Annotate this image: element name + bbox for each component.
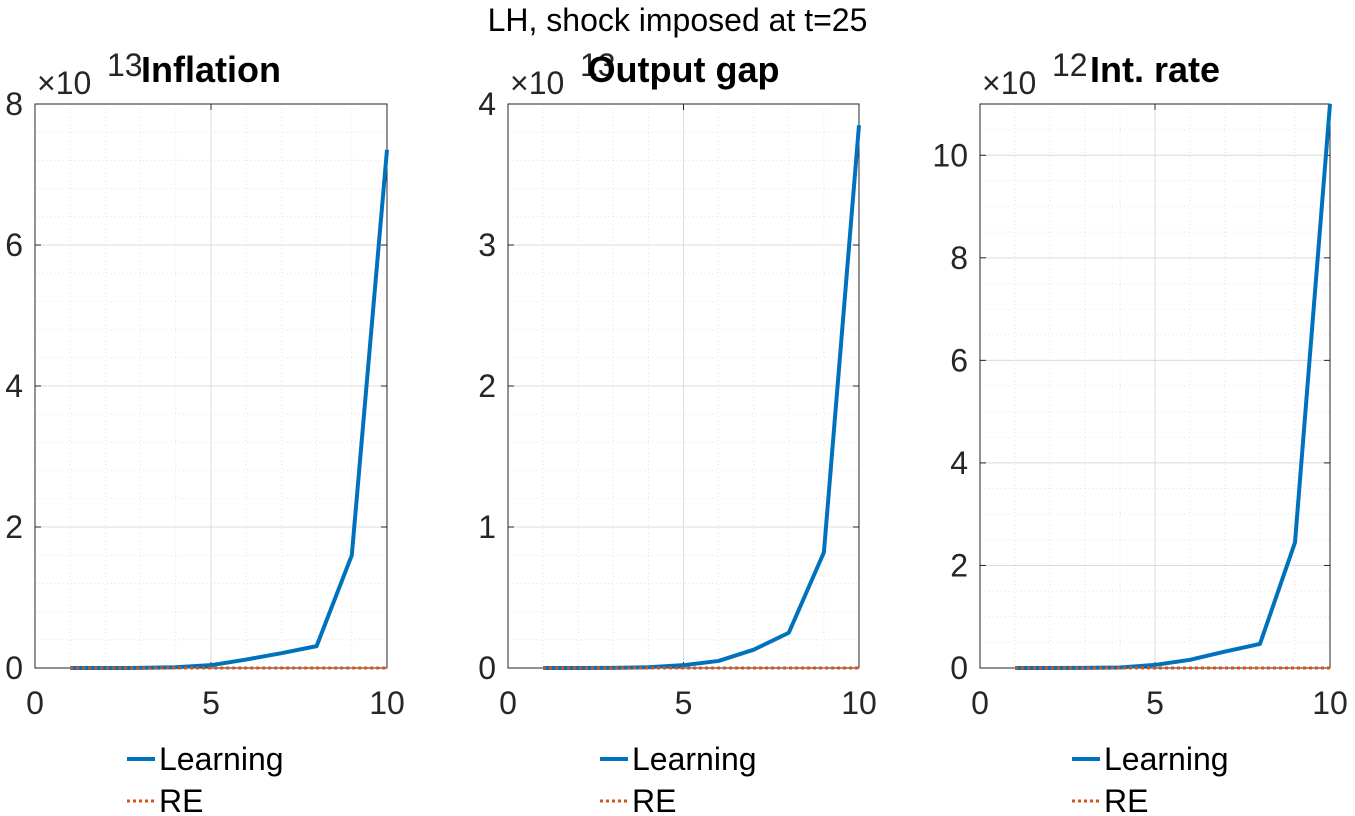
y-tick-label: 8 [950, 240, 968, 276]
data-point-re [351, 667, 353, 669]
data-point-re [683, 667, 684, 669]
y-exponent-power: 13 [107, 47, 143, 83]
x-tick-label: 0 [499, 685, 517, 721]
data-point-re [1014, 667, 1016, 669]
data-point-learning [683, 664, 684, 666]
data-point-learning [1329, 103, 1331, 105]
data-point-re [647, 667, 649, 669]
data-point-learning [1224, 651, 1226, 653]
data-point-re [210, 667, 212, 669]
data-point-learning [245, 659, 247, 661]
legend-label-re: RE [159, 783, 203, 816]
axes-title: Inflation [141, 49, 281, 90]
data-point-re [718, 667, 720, 669]
data-point-re [1329, 667, 1331, 669]
y-exponent-power: 13 [580, 47, 616, 83]
legend-label-re: RE [1104, 783, 1148, 816]
data-point-re [175, 667, 177, 669]
data-point-re [823, 667, 825, 669]
y-tick-label: 3 [478, 227, 496, 263]
data-point-learning [210, 664, 212, 666]
data-point-learning [718, 660, 720, 662]
x-tick-label: 10 [369, 685, 405, 721]
data-point-re [612, 667, 614, 669]
y-tick-label: 2 [5, 509, 23, 545]
y-exponent-label: ×10 [982, 65, 1036, 101]
y-tick-label: 0 [5, 650, 23, 686]
y-tick-label: 6 [950, 342, 968, 378]
data-point-re [542, 667, 544, 669]
data-point-learning [1154, 664, 1156, 666]
data-point-re [1154, 667, 1156, 669]
data-point-learning [858, 124, 860, 126]
y-tick-label: 10 [932, 137, 968, 173]
x-tick-label: 0 [971, 685, 989, 721]
y-exponent-power: 12 [1052, 47, 1088, 83]
legend-label-learning: Learning [632, 741, 757, 777]
series-line-learning [70, 149, 389, 670]
data-point-re [69, 667, 71, 669]
y-tick-label: 4 [5, 368, 23, 404]
legend-label-re: RE [632, 783, 676, 816]
data-point-learning [788, 632, 790, 634]
data-point-re [1084, 667, 1086, 669]
data-point-re [245, 667, 247, 669]
legend-label-learning: Learning [1104, 741, 1229, 777]
y-exponent-label: ×10 [510, 65, 564, 101]
data-point-re [104, 667, 106, 669]
series-line-learning [1014, 103, 1332, 670]
y-tick-label: 0 [950, 650, 968, 686]
y-tick-label: 2 [950, 547, 968, 583]
figure-title: LH, shock imposed at t=25 [487, 2, 868, 38]
y-tick-label: 6 [5, 227, 23, 263]
data-point-re [280, 667, 282, 669]
y-tick-label: 2 [478, 368, 496, 404]
data-point-learning [175, 666, 177, 668]
y-exponent-label: ×10 [37, 65, 91, 101]
data-point-re [577, 667, 579, 669]
series-line-learning [543, 124, 861, 670]
y-tick-label: 8 [5, 86, 23, 122]
data-point-re [1049, 667, 1051, 669]
data-point-re [1119, 667, 1121, 669]
data-point-learning [351, 554, 353, 556]
x-tick-label: 5 [675, 685, 693, 721]
x-tick-label: 0 [26, 685, 44, 721]
data-point-learning [647, 666, 649, 668]
data-point-learning [1294, 541, 1296, 543]
y-tick-label: 1 [478, 509, 496, 545]
data-point-re [753, 667, 755, 669]
y-tick-label: 4 [950, 445, 968, 481]
x-tick-label: 5 [202, 685, 220, 721]
x-tick-label: 10 [841, 685, 877, 721]
data-point-re [1294, 667, 1296, 669]
data-point-learning [1259, 643, 1261, 645]
data-point-re [788, 667, 790, 669]
data-point-re [140, 667, 142, 669]
data-point-re [858, 667, 860, 669]
data-point-re [316, 667, 318, 669]
data-point-re [1189, 667, 1191, 669]
data-point-re [386, 667, 388, 669]
legend-label-learning: Learning [159, 741, 284, 777]
data-point-learning [753, 649, 755, 651]
y-tick-label: 0 [478, 650, 496, 686]
data-point-learning [1189, 659, 1191, 661]
x-tick-label: 5 [1146, 685, 1164, 721]
axes-title: Output gap [588, 49, 780, 90]
axes-title: Int. rate [1090, 49, 1220, 90]
data-point-learning [823, 551, 825, 553]
panel-3: 0 2 4 6 8 10 0 5 10 ×10 12 Int. rate Learning RE [932, 47, 1347, 816]
x-tick-label: 10 [1312, 685, 1348, 721]
data-point-re [1259, 667, 1261, 669]
data-point-learning [280, 652, 282, 654]
y-tick-label: 4 [478, 86, 496, 122]
data-point-learning [386, 149, 388, 151]
data-point-learning [316, 645, 318, 647]
data-point-re [1224, 667, 1226, 669]
